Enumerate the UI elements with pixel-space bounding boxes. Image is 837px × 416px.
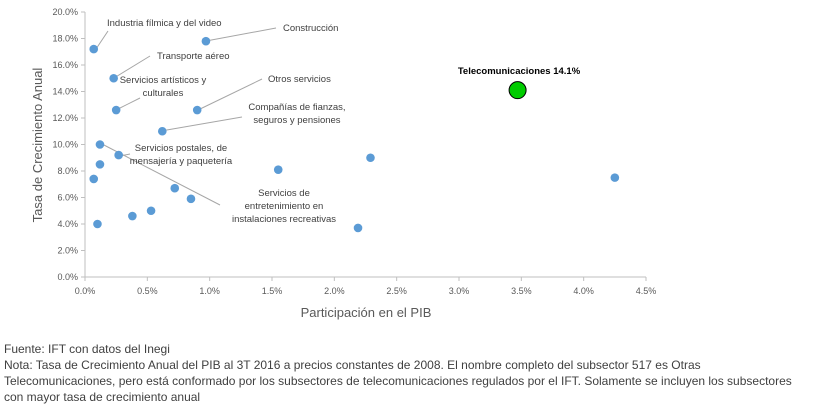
- annotation-label: Otros servicios: [268, 74, 331, 85]
- scatter-chart: 0.0% 2.0% 4.0% 6.0% 8.0% 10.0% 12.0% 14.0% 16.0%…: [30, 7, 657, 320]
- scatter-point: [353, 223, 363, 233]
- scatter-point: [89, 174, 99, 184]
- annotation-label: Servicios artísticos y: [120, 75, 207, 86]
- annotation-leader-line: [113, 55, 151, 79]
- scatter-point: [192, 105, 202, 115]
- annotation-leader-line: [205, 27, 277, 42]
- annotation-label: entretenimiento en: [245, 201, 324, 212]
- scatter-point: [157, 126, 167, 136]
- scatter-point: [186, 194, 196, 204]
- scatter-point: [95, 140, 105, 149]
- x-tick-label: 2.5%: [386, 286, 407, 296]
- y-axis: 0.0% 2.0% 4.0% 6.0% 8.0% 10.0% 12.0% 14.0% 16.0%…: [52, 7, 86, 282]
- scatter-point: [95, 160, 105, 169]
- highlight-point: [508, 81, 527, 100]
- annotation-label: instalaciones recreativas: [232, 214, 336, 225]
- y-tick-label: 10.0%: [52, 140, 78, 150]
- scatter-point: [170, 183, 180, 193]
- y-tick-label: 6.0%: [57, 193, 78, 203]
- x-tick-label: 4.5%: [636, 286, 657, 296]
- annotation-label: mensajería y paquetería: [130, 156, 233, 167]
- y-tick-label: 0.0%: [57, 272, 78, 282]
- annotation-leader-line: [95, 30, 109, 50]
- highlight-label: Telecomunicaciones 14.1%: [458, 66, 581, 77]
- annotation-leader-line: [160, 116, 243, 132]
- footer-note-line: Telecomunicaciones, pero está conformado…: [4, 374, 792, 388]
- annotation-leader-line: [197, 78, 263, 111]
- annotation-label: Construcción: [283, 23, 338, 34]
- scatter-point: [114, 150, 123, 160]
- annotation-label: Servicios de: [258, 188, 310, 199]
- annotation-leader-line: [115, 97, 141, 111]
- scatter-point: [366, 153, 375, 163]
- data-points: [89, 36, 620, 233]
- y-tick-label: 16.0%: [52, 60, 78, 70]
- scatter-point: [201, 36, 211, 46]
- scatter-point: [146, 206, 156, 216]
- annotation-label: Transporte aéreo: [157, 51, 230, 62]
- scatter-point: [109, 73, 118, 83]
- footer-source: Fuente: IFT con datos del Inegi: [4, 342, 170, 356]
- footer-notes: Fuente: IFT con datos del Inegi Nota: Ta…: [4, 341, 834, 405]
- y-tick-label: 14.0%: [52, 87, 78, 97]
- y-axis-title: Tasa de Crecimiento Anual: [30, 68, 45, 223]
- annotation-label: culturales: [143, 88, 184, 99]
- annotation-label: Industria fílmica y del video: [107, 18, 222, 29]
- scatter-point: [610, 173, 620, 182]
- x-tick-label: 0.0%: [75, 286, 96, 296]
- x-axis: 0.0% 0.5% 1.0% 1.5% 2.0% 2.5% 3.0% 3.5% 4.0% 4.5%: [75, 276, 657, 296]
- scatter-point: [128, 211, 137, 221]
- scatter-point: [273, 165, 283, 174]
- footer-note-line: Nota: Tasa de Crecimiento Anual del PIB …: [4, 358, 701, 372]
- x-tick-label: 1.5%: [262, 286, 283, 296]
- y-tick-label: 20.0%: [52, 7, 78, 17]
- scatter-point: [111, 105, 121, 115]
- y-tick-label: 4.0%: [57, 219, 78, 229]
- annotation-label: Servicios postales, de: [135, 143, 227, 154]
- y-tick-label: 8.0%: [57, 166, 78, 176]
- x-tick-label: 4.0%: [573, 286, 594, 296]
- x-axis-title: Participación en el PIB: [301, 305, 432, 320]
- y-tick-label: 2.0%: [57, 246, 78, 256]
- x-tick-label: 3.5%: [511, 286, 532, 296]
- scatter-point: [93, 219, 102, 229]
- footer-note-line: con mayor tasa de crecimiento anual: [4, 390, 201, 404]
- scatter-point: [89, 44, 99, 54]
- y-tick-label: 18.0%: [52, 34, 78, 44]
- annotation-label: seguros y pensiones: [253, 115, 340, 126]
- y-tick-label: 12.0%: [52, 113, 78, 123]
- annotations: Industria fílmica y del video Construcció…: [107, 18, 581, 225]
- annotation-label: Compañías de fianzas,: [248, 102, 345, 113]
- x-tick-label: 3.0%: [449, 286, 470, 296]
- x-tick-label: 1.0%: [199, 286, 220, 296]
- x-tick-label: 0.5%: [137, 286, 158, 296]
- x-tick-label: 2.0%: [324, 286, 345, 296]
